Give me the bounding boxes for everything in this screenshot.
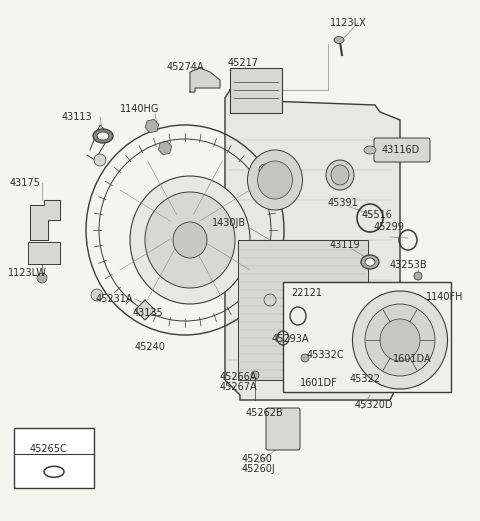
Ellipse shape <box>365 258 375 266</box>
Circle shape <box>264 294 276 306</box>
Ellipse shape <box>130 176 250 304</box>
Text: 45217: 45217 <box>228 58 259 68</box>
Text: 45293A: 45293A <box>272 334 310 344</box>
Text: 45322: 45322 <box>350 374 381 384</box>
Text: 45231A: 45231A <box>96 294 133 304</box>
Ellipse shape <box>248 150 302 210</box>
Polygon shape <box>135 300 155 320</box>
Text: 45274A: 45274A <box>167 62 204 72</box>
Text: 43113: 43113 <box>62 112 93 122</box>
Polygon shape <box>190 68 220 92</box>
Text: 45516: 45516 <box>362 210 393 220</box>
FancyBboxPatch shape <box>266 408 300 450</box>
Ellipse shape <box>93 129 113 143</box>
Text: 45262B: 45262B <box>246 408 284 418</box>
Ellipse shape <box>352 291 447 389</box>
Text: 45260: 45260 <box>242 454 273 464</box>
Text: 45267A: 45267A <box>220 382 258 392</box>
Text: 45260J: 45260J <box>242 464 276 474</box>
Text: 45266A: 45266A <box>220 372 257 382</box>
Text: 22121: 22121 <box>291 288 322 298</box>
Circle shape <box>91 289 103 301</box>
Text: 1601DA: 1601DA <box>393 354 432 364</box>
FancyBboxPatch shape <box>230 68 282 113</box>
Ellipse shape <box>97 132 109 140</box>
Circle shape <box>301 354 309 362</box>
FancyBboxPatch shape <box>14 428 94 488</box>
Text: 1601DF: 1601DF <box>300 378 338 388</box>
Text: 43175: 43175 <box>10 178 41 188</box>
Text: 45299: 45299 <box>374 222 405 232</box>
Ellipse shape <box>364 146 376 154</box>
Text: 43116D: 43116D <box>382 145 420 155</box>
Text: 45391: 45391 <box>328 198 359 208</box>
Ellipse shape <box>173 222 207 258</box>
Text: 1123LW: 1123LW <box>8 268 47 278</box>
Text: 43119: 43119 <box>330 240 360 250</box>
Text: 1123LX: 1123LX <box>330 18 367 28</box>
Text: 45332C: 45332C <box>307 350 345 360</box>
Circle shape <box>37 273 47 283</box>
Ellipse shape <box>257 161 292 199</box>
Text: 1140HG: 1140HG <box>120 104 159 114</box>
Text: 1140FH: 1140FH <box>426 292 464 302</box>
Text: 43135: 43135 <box>133 308 164 318</box>
Text: 45265C: 45265C <box>30 444 68 454</box>
Ellipse shape <box>380 319 420 361</box>
Circle shape <box>414 272 422 280</box>
Circle shape <box>251 371 259 379</box>
Text: 45320D: 45320D <box>355 400 394 410</box>
FancyBboxPatch shape <box>374 138 430 162</box>
Ellipse shape <box>334 36 344 43</box>
Circle shape <box>94 154 106 166</box>
Text: 45240: 45240 <box>135 342 166 352</box>
Ellipse shape <box>361 255 379 269</box>
Circle shape <box>259 164 271 176</box>
Ellipse shape <box>145 192 235 288</box>
Text: 1430JB: 1430JB <box>212 218 246 228</box>
Ellipse shape <box>331 165 349 185</box>
Polygon shape <box>30 200 60 240</box>
Ellipse shape <box>365 304 435 376</box>
FancyBboxPatch shape <box>28 242 60 264</box>
Polygon shape <box>225 90 400 400</box>
Ellipse shape <box>326 160 354 190</box>
FancyBboxPatch shape <box>238 240 368 380</box>
Text: 43253B: 43253B <box>390 260 428 270</box>
FancyBboxPatch shape <box>283 282 451 392</box>
